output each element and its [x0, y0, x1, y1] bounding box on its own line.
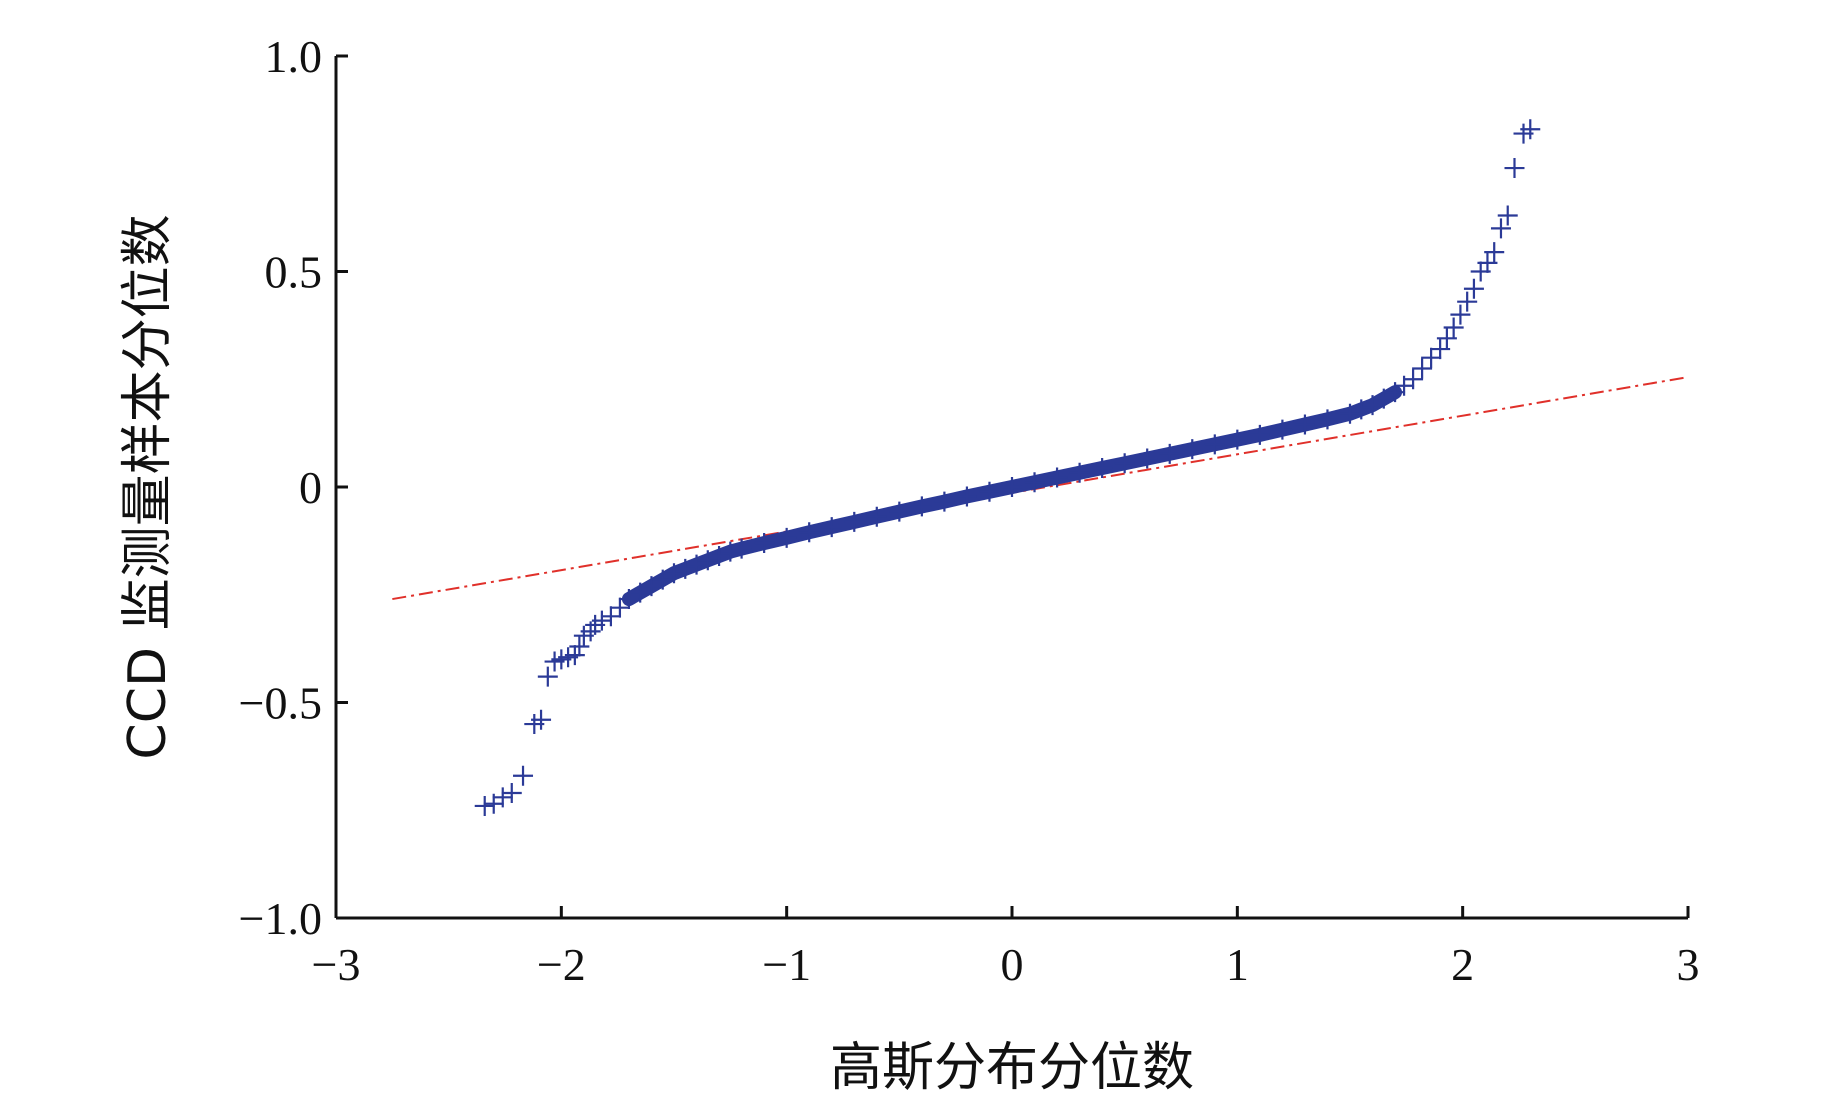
data-point — [618, 589, 639, 610]
data-point — [591, 610, 612, 631]
data-point — [1412, 358, 1433, 379]
data-point — [1340, 403, 1360, 424]
data-point — [1463, 278, 1484, 299]
data-point — [731, 538, 752, 559]
y-tick-label: 1.0 — [265, 31, 323, 82]
data-point — [1002, 477, 1022, 497]
data-point — [501, 783, 522, 804]
y-tick-label: 0.5 — [265, 247, 323, 298]
ticks: −3 −2 −1 0 1 2 3 −1.0 −0.5 0 0.5 1.0 — [239, 31, 1700, 990]
x-tick-label: 1 — [1226, 939, 1249, 990]
data-point — [1272, 419, 1293, 440]
data-point — [709, 545, 730, 566]
data-point — [1490, 218, 1511, 239]
data-point — [564, 645, 585, 666]
data-point — [1204, 434, 1225, 455]
data-point — [866, 506, 887, 527]
data-point — [1024, 472, 1045, 493]
data-point — [1294, 414, 1315, 435]
data-point — [934, 491, 955, 512]
data-point — [1520, 119, 1541, 140]
x-tick-label: 2 — [1451, 939, 1474, 990]
data-point — [754, 533, 775, 554]
data-point — [1317, 409, 1338, 430]
data-point — [1450, 304, 1471, 325]
x-tick-label: 0 — [1001, 939, 1024, 990]
data-point — [889, 501, 910, 522]
data-point — [1443, 317, 1464, 338]
data-point — [911, 496, 932, 517]
y-tick-label: −1.0 — [239, 893, 322, 944]
data-point — [474, 795, 495, 816]
data-point — [675, 558, 696, 579]
data-point — [664, 563, 684, 584]
data-point — [776, 527, 797, 548]
data-point — [531, 709, 552, 730]
data-points — [474, 119, 1541, 816]
data-point — [1137, 448, 1158, 469]
data-point — [600, 606, 621, 627]
data-point — [1421, 347, 1442, 368]
data-point — [569, 636, 590, 657]
x-tick-label: −1 — [762, 939, 811, 990]
data-point — [609, 597, 630, 618]
data-point — [799, 522, 820, 543]
data-point — [1504, 158, 1525, 179]
data-point — [844, 511, 865, 532]
y-axis-title: CCD 监测量样本分位数 — [118, 214, 178, 759]
data-point — [1484, 242, 1505, 263]
data-point — [1362, 395, 1383, 416]
data-point — [1069, 462, 1090, 483]
data-point — [513, 765, 534, 786]
x-tick-label: −3 — [312, 939, 361, 990]
data-point — [697, 550, 718, 571]
data-point — [1403, 369, 1424, 390]
data-point — [630, 582, 651, 603]
data-point — [821, 517, 842, 538]
data-point — [1114, 453, 1135, 474]
y-tick-label: 0 — [299, 462, 322, 513]
x-tick-label: −2 — [537, 939, 586, 990]
data-point — [1182, 439, 1203, 460]
data-point — [492, 787, 513, 808]
data-point — [956, 486, 977, 507]
data-point — [1351, 399, 1372, 420]
data-point — [979, 481, 1000, 502]
data-point — [1497, 205, 1518, 226]
data-point — [720, 541, 741, 562]
data-point — [1457, 291, 1478, 312]
y-tick-label: −0.5 — [239, 678, 322, 729]
data-point — [1436, 328, 1457, 349]
data-point — [1159, 443, 1180, 464]
x-axis-title: 高斯分布分位数 — [830, 1038, 1194, 1098]
x-tick-label: 3 — [1677, 939, 1700, 990]
data-point — [1249, 424, 1270, 445]
data-point — [1477, 252, 1498, 273]
data-point — [1092, 458, 1113, 479]
data-point — [686, 554, 707, 575]
data-point — [537, 666, 558, 687]
data-point — [652, 569, 673, 590]
data-point — [1227, 429, 1248, 450]
data-point — [1373, 388, 1394, 409]
data-point — [1430, 339, 1451, 360]
data-point — [641, 576, 662, 597]
data-point — [1047, 467, 1068, 488]
